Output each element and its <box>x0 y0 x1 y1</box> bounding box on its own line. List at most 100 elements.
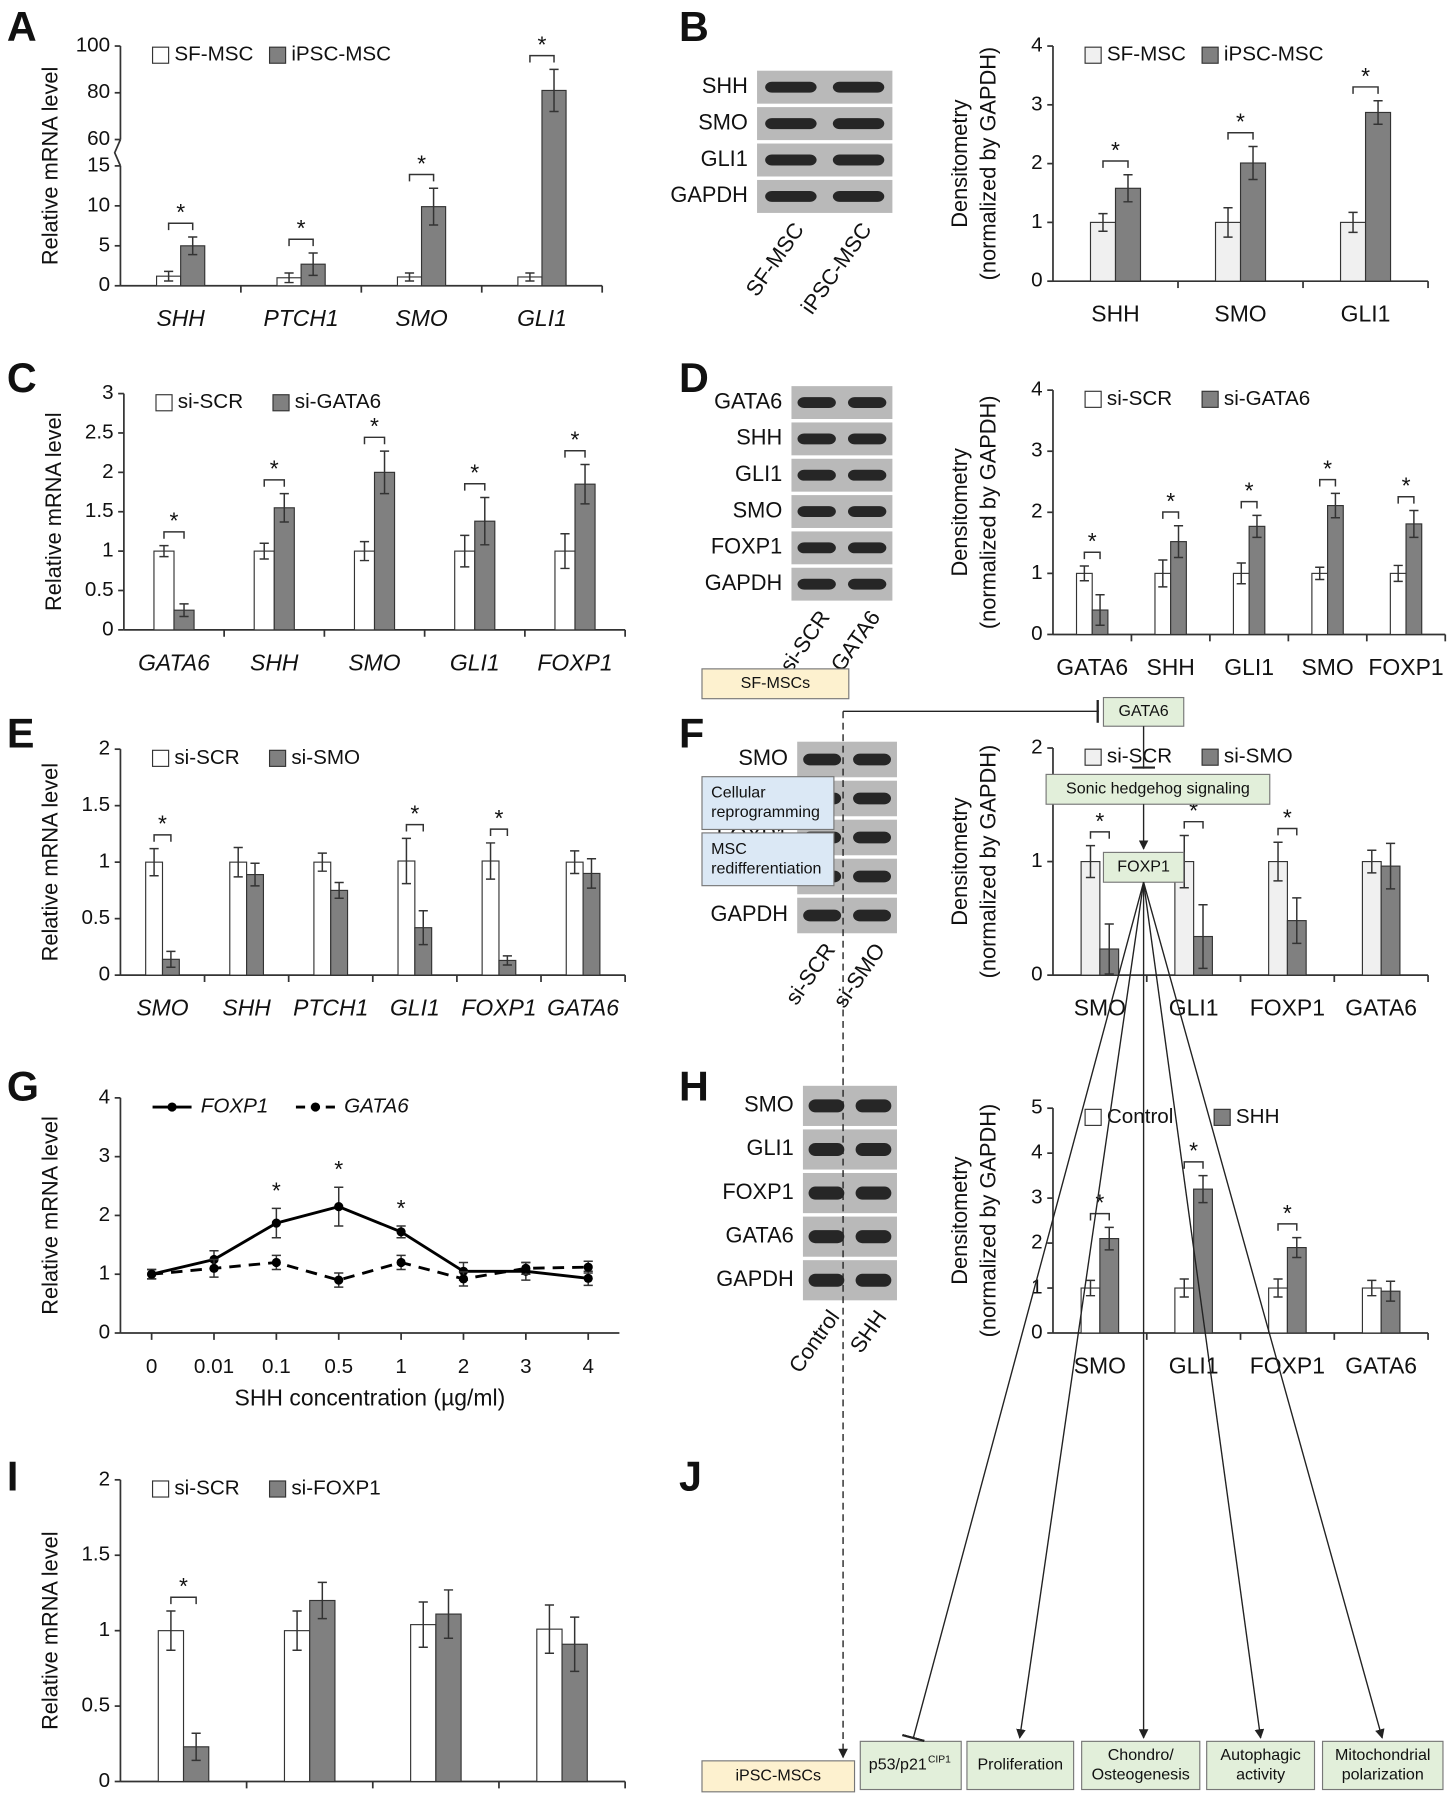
node-label: Osteogenesis <box>1092 1765 1190 1783</box>
point <box>458 1274 469 1284</box>
y-tick-label: 1.5 <box>85 499 114 522</box>
error-bar <box>1273 841 1283 882</box>
x-tick-label: SMO <box>1074 1352 1126 1378</box>
blot-band <box>808 1230 845 1244</box>
legend-swatch <box>1213 1108 1231 1126</box>
blot-band <box>853 909 891 922</box>
y-tick-label: 0 <box>99 963 110 986</box>
error-bar <box>544 1604 555 1655</box>
y-tick-label: 1 <box>99 1262 110 1285</box>
panel-letter: E <box>7 710 35 756</box>
diagram-node <box>966 1740 1075 1791</box>
legend-swatch <box>151 1480 170 1498</box>
significance-star: * <box>170 508 179 534</box>
error-bar <box>317 852 327 872</box>
bar <box>1248 525 1266 636</box>
significance-bracket <box>529 54 555 63</box>
error-bar <box>1348 211 1358 234</box>
x-tick-label: SHH <box>222 995 271 1021</box>
node-label: Autophagic <box>1220 1746 1300 1764</box>
bar <box>565 861 584 976</box>
significance-star: * <box>1283 1200 1292 1226</box>
error-bar <box>525 272 535 282</box>
band-label: GAPDH <box>716 1266 793 1291</box>
significance-bracket <box>1397 495 1415 504</box>
blot-band <box>832 190 885 202</box>
node-label: Chondro/ <box>1108 1746 1175 1764</box>
legend-dot <box>310 1102 321 1112</box>
diagram-node <box>1321 1740 1444 1791</box>
significance-bracket <box>1277 827 1298 836</box>
bar <box>1311 572 1329 636</box>
significance-star: * <box>270 456 279 482</box>
x-tick-label: PTCH1 <box>293 995 368 1021</box>
significance-bracket <box>408 173 435 182</box>
error-bar <box>401 837 412 885</box>
significance-bracket <box>263 479 286 487</box>
x-tick-label: GATA6 <box>138 649 210 675</box>
y-tick-label: 0.5 <box>81 906 110 929</box>
x-tick-label: SMO <box>348 649 400 675</box>
blot-band <box>853 831 891 844</box>
band-label: GATA6 <box>714 388 782 413</box>
legend-label: si-SMO <box>1224 745 1293 768</box>
significance-star: * <box>179 1573 188 1599</box>
error-bar <box>460 534 470 568</box>
band-label: SMO <box>738 745 788 770</box>
error-bar <box>1373 99 1383 125</box>
legend-label: iPSC-MSC <box>1224 43 1324 66</box>
blot-band <box>853 753 891 766</box>
bar <box>435 1613 462 1783</box>
significance-star: * <box>1189 1138 1198 1164</box>
bar <box>574 483 596 631</box>
error-bar <box>233 846 243 878</box>
point <box>147 1269 157 1279</box>
significance-star: * <box>1283 804 1292 830</box>
error-bar <box>586 858 597 889</box>
blot-band <box>832 81 885 93</box>
x-tick-label: SHH <box>250 649 299 675</box>
blot-band <box>847 433 887 445</box>
error-bar <box>279 492 289 523</box>
error-bar <box>1367 1279 1377 1297</box>
y-tick-label: 4 <box>1031 33 1042 56</box>
diagram-node <box>701 776 835 831</box>
y-tick-label: 80 <box>87 80 110 103</box>
blot-band <box>847 397 887 409</box>
bar <box>1327 505 1344 636</box>
bar <box>1239 162 1267 282</box>
y-tick-label: 0 <box>1031 1320 1042 1343</box>
blot-band <box>765 118 817 130</box>
x-tick-label: GATA6 <box>547 995 619 1021</box>
x-axis-label: SHH concentration (µg/ml) <box>235 1385 506 1411</box>
legend-label: SF-MSC <box>174 43 253 66</box>
significance-bracket <box>463 483 486 491</box>
blot-band <box>855 1186 892 1200</box>
x-tick-label: SMO <box>1214 301 1266 327</box>
y-tick-label: 1 <box>1031 210 1042 233</box>
blot-band <box>765 190 817 202</box>
significance-bracket <box>163 531 185 539</box>
node-label: Proliferation <box>977 1756 1063 1774</box>
error-bar <box>159 544 169 558</box>
bar <box>1080 861 1101 976</box>
node-label: Mitochondrial <box>1335 1746 1430 1764</box>
y-tick-label: 3 <box>1031 1186 1042 1209</box>
y-tick-label: 0 <box>99 1769 110 1792</box>
significance-star: * <box>397 1195 406 1221</box>
legend-label: si-SCR <box>1107 745 1172 768</box>
significance-bracket <box>1227 132 1254 140</box>
band-label: SMO <box>698 109 748 134</box>
significance-star: * <box>1245 477 1254 503</box>
error-bar <box>1385 1280 1396 1302</box>
y-axis-label: (normalized by GAPDH) <box>976 47 1001 281</box>
significance-star: * <box>417 150 426 176</box>
significance-star: * <box>272 1177 281 1203</box>
legend-swatch <box>272 394 290 412</box>
legend-swatch <box>151 46 170 64</box>
bar <box>541 89 567 287</box>
point <box>521 1263 531 1273</box>
band-label: GLI1 <box>747 1135 794 1160</box>
inhibition-edge <box>901 882 1145 1743</box>
diagram-node <box>701 1760 856 1793</box>
